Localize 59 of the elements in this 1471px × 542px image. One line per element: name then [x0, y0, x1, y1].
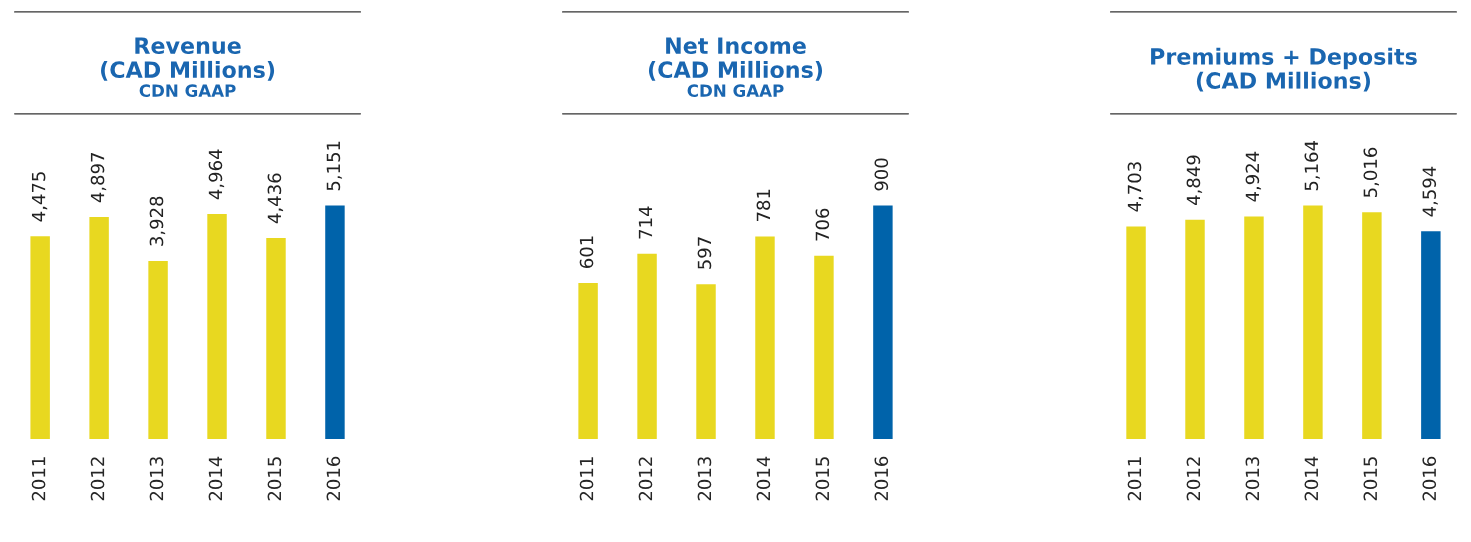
data-label: 900	[874, 158, 889, 191]
x-tick-label: 2013	[697, 457, 712, 501]
bar	[325, 205, 345, 440]
x-tick-label: 2015	[267, 457, 282, 501]
data-label: 781	[756, 189, 771, 222]
x-tick-label: 2015	[1363, 457, 1378, 501]
data-label: 4,849	[1186, 155, 1203, 206]
data-label: 597	[697, 237, 712, 269]
chart-subtitle: CDN GAAP	[139, 84, 236, 97]
bar	[637, 253, 657, 440]
chart-title: Net Income (CAD Millions)	[648, 37, 823, 81]
bar	[1126, 226, 1146, 440]
data-label: 4,897	[90, 153, 107, 203]
x-tick-label: 2016	[874, 456, 889, 501]
x-tick-label: 2013	[149, 457, 164, 501]
data-label: 4,964	[208, 149, 225, 200]
bar	[578, 283, 598, 440]
data-label: 5,016	[1363, 147, 1379, 197]
data-label: 714	[638, 206, 653, 239]
x-tick-label: 2016	[1422, 456, 1437, 501]
x-tick-label: 2014	[1304, 456, 1319, 501]
bar	[89, 217, 109, 440]
x-tick-label: 2015	[815, 457, 830, 501]
bar	[30, 236, 50, 440]
x-tick-label: 2014	[208, 456, 223, 501]
bar	[1185, 219, 1205, 440]
x-tick-label: 2012	[90, 457, 105, 501]
bar	[148, 260, 168, 440]
bar	[696, 284, 716, 440]
bar	[1421, 231, 1441, 440]
chart-title: Premiums + Deposits (CAD Millions)	[1151, 47, 1417, 92]
bar	[873, 205, 893, 440]
bar	[755, 236, 775, 440]
data-label: 5,164	[1304, 140, 1321, 191]
bar	[1362, 212, 1382, 440]
data-label: 4,924	[1245, 151, 1262, 202]
chart-title: Revenue (CAD Millions)	[101, 37, 275, 81]
bar	[814, 255, 834, 440]
data-label: 4,594	[1422, 166, 1438, 217]
data-label: 3,928	[149, 196, 166, 246]
x-tick-label: 2011	[31, 457, 46, 501]
bar	[266, 237, 286, 440]
data-label: 4,703	[1127, 162, 1144, 212]
data-label: 4,475	[31, 172, 48, 222]
chart-subtitle: CDN GAAP	[687, 84, 784, 97]
x-tick-label: 2012	[1186, 457, 1201, 501]
x-tick-label: 2011	[1127, 457, 1142, 501]
data-label: 4,436	[267, 173, 284, 224]
bar	[207, 214, 227, 440]
x-tick-label: 2012	[638, 457, 653, 501]
bar	[1244, 216, 1264, 440]
data-label: 706	[815, 208, 830, 241]
data-label: 601	[579, 236, 594, 268]
data-label: 5,151	[326, 141, 343, 191]
bar	[1303, 205, 1323, 440]
x-tick-label: 2014	[756, 456, 771, 501]
x-tick-label: 2016	[326, 456, 341, 501]
x-tick-label: 2011	[579, 457, 594, 501]
x-tick-label: 2013	[1245, 457, 1260, 501]
